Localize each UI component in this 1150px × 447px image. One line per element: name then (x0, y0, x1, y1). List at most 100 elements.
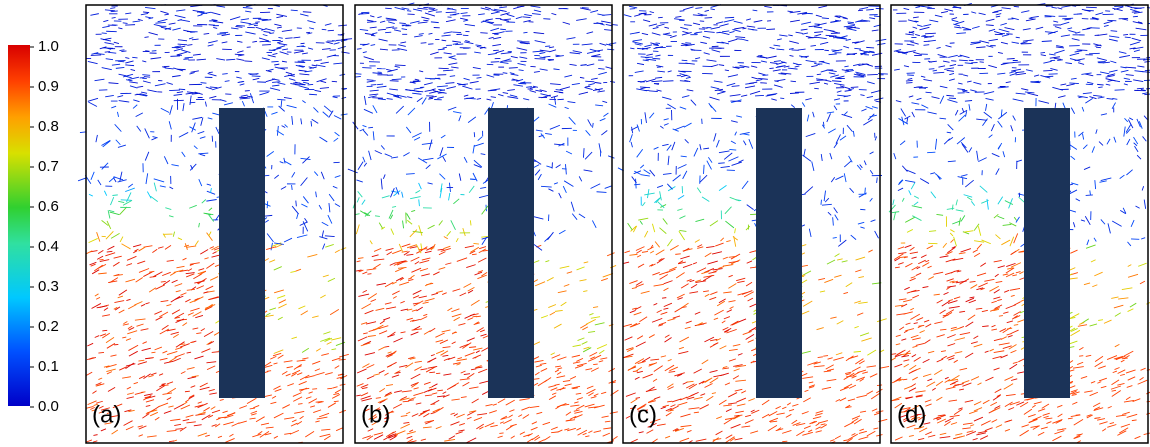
vector (766, 29, 775, 30)
vector (244, 61, 252, 62)
vector (865, 188, 866, 195)
vector (296, 201, 297, 207)
vector (675, 254, 680, 255)
vector (169, 90, 180, 91)
colorbar-label: 0.1 (38, 358, 59, 375)
vector (790, 93, 799, 94)
vector (91, 55, 101, 56)
vector (1042, 41, 1052, 42)
panel-background (891, 5, 1148, 443)
vector (265, 175, 270, 176)
vector (1086, 7, 1097, 8)
vector (421, 43, 427, 44)
vector (430, 404, 435, 405)
vector (255, 22, 259, 23)
vector (769, 68, 773, 69)
vector (593, 123, 594, 128)
vector (372, 98, 383, 99)
colorbar-labels: 1.00.90.80.70.60.40.30.20.10.0 (30, 38, 59, 415)
vector (946, 95, 954, 96)
vector (385, 32, 391, 33)
vector (298, 404, 302, 405)
vector (99, 259, 103, 260)
vector (999, 316, 1003, 317)
vector (535, 59, 546, 60)
vector (915, 21, 919, 22)
vector (151, 352, 155, 353)
vector (102, 330, 107, 331)
vector (607, 49, 614, 50)
vector (271, 61, 278, 62)
vector (367, 274, 371, 275)
vector (1115, 90, 1125, 91)
vector (1096, 47, 1101, 48)
vector (662, 298, 666, 299)
vector (309, 94, 317, 95)
panel-background (623, 5, 880, 443)
panel-label: (a) (92, 401, 121, 428)
colorbar-label: 0.6 (38, 198, 59, 215)
vector (500, 29, 506, 30)
vector (729, 149, 736, 150)
colorbar (8, 45, 30, 406)
vector (235, 54, 244, 55)
vector (682, 60, 688, 61)
vector (473, 243, 479, 244)
vector (334, 401, 339, 402)
vector (656, 43, 660, 44)
panel-label: (d) (897, 401, 926, 428)
vector (112, 195, 117, 196)
vector (209, 25, 215, 26)
panels: (a) (b) (c) (d) (78, 3, 1150, 443)
vector (725, 17, 734, 18)
vector (593, 364, 598, 365)
colorbar-label: 0.2 (38, 318, 59, 335)
vector (265, 41, 271, 42)
vector (509, 68, 518, 69)
vector (499, 433, 503, 434)
vector (762, 75, 768, 76)
vector (903, 379, 907, 380)
panel: (c) (618, 5, 889, 443)
vector (98, 352, 104, 353)
vector (429, 372, 435, 373)
colorbar-label: 0.8 (38, 118, 59, 135)
panel-label: (b) (361, 401, 390, 428)
vector (705, 18, 713, 19)
vector (634, 184, 640, 185)
vector (851, 87, 859, 88)
vector (1069, 83, 1079, 84)
vector (220, 32, 229, 33)
vector (858, 10, 863, 11)
vector (814, 88, 819, 89)
vector (1137, 88, 1144, 89)
vector (1062, 18, 1073, 19)
vector (322, 29, 327, 30)
vector (375, 216, 380, 217)
vector (1013, 62, 1021, 63)
vector (879, 366, 889, 368)
vector (1111, 31, 1118, 32)
vector (1097, 84, 1103, 85)
colorbar-label: 1.0 (38, 38, 59, 55)
vector (262, 45, 271, 46)
vector (585, 81, 594, 82)
vector (368, 127, 373, 128)
vector (377, 84, 383, 85)
vector (847, 54, 855, 55)
obstacle (488, 108, 534, 398)
colorbar-label: 0.7 (38, 158, 59, 175)
vector (959, 60, 968, 61)
vector (823, 356, 828, 357)
vector (201, 83, 207, 84)
vector (685, 43, 691, 44)
vector (371, 85, 377, 86)
vector (906, 83, 912, 84)
obstacle (1024, 108, 1070, 398)
panel-label: (c) (629, 401, 657, 428)
vector (782, 441, 787, 442)
vector (303, 12, 311, 13)
obstacle (219, 108, 265, 398)
vector (663, 81, 674, 82)
